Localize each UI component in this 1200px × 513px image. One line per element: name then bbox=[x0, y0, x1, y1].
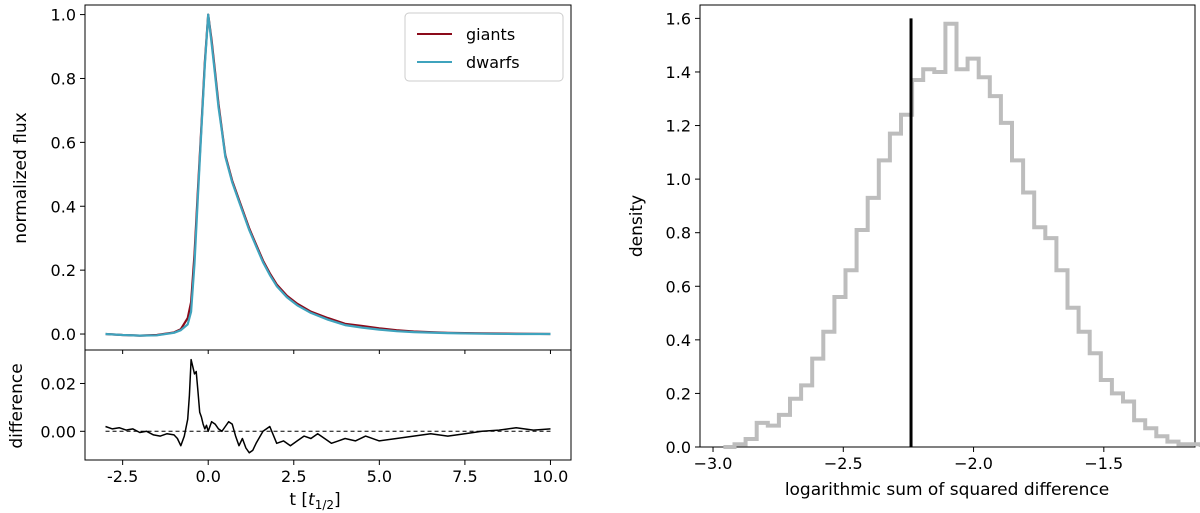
histogram-bin bbox=[957, 69, 968, 447]
difference-x-tick-label: 10.0 bbox=[533, 467, 569, 486]
legend-dwarfs-label: dwarfs bbox=[466, 53, 520, 72]
series-line-dwarfs bbox=[105, 13, 551, 337]
difference-y-tick-label: 0.02 bbox=[40, 374, 76, 393]
histogram-y-tick-label: 0.0 bbox=[666, 438, 691, 457]
x-axis-label-close: ] bbox=[334, 490, 341, 510]
histogram-bin bbox=[923, 69, 934, 447]
histogram-bin bbox=[768, 426, 779, 447]
histogram-bin bbox=[1012, 160, 1023, 447]
x-axis-label-unit: t bbox=[308, 490, 316, 510]
histogram-y-tick-label: 1.2 bbox=[666, 117, 691, 136]
histogram-bin bbox=[934, 72, 945, 447]
histogram-x-ticks: −3.0 −2.5 −2.0 −1.5 bbox=[694, 447, 1123, 473]
difference-y-ticks: 0.00 0.02 bbox=[40, 374, 85, 441]
flux-y-tick-label: 0.2 bbox=[51, 261, 76, 280]
histogram-y-tick-label: 1.6 bbox=[666, 9, 691, 28]
flux-y-tick-label: 0.0 bbox=[51, 325, 76, 344]
histogram-bin bbox=[1001, 123, 1012, 447]
difference-plot-frame bbox=[84, 349, 572, 461]
difference-panel: 0.00 0.02 -2.5 0.0 2.5 5.0 7.5 10.0 difference… bbox=[7, 349, 572, 512]
histogram-bin bbox=[968, 59, 979, 447]
difference-x-tick-label: 0.0 bbox=[195, 467, 220, 486]
x-axis-label-sub: 1/2 bbox=[315, 498, 334, 512]
flux-y-tick-label: 0.8 bbox=[51, 69, 76, 88]
histogram-x-tick-label: −2.5 bbox=[824, 454, 863, 473]
difference-x-ticks: -2.5 0.0 2.5 5.0 7.5 10.0 bbox=[107, 460, 568, 486]
series-line-difference bbox=[105, 358, 551, 454]
histogram-x-tick-label: −3.0 bbox=[694, 454, 733, 473]
histogram-x-axis-label: logarithmic sum of squared difference bbox=[785, 480, 1109, 500]
histogram-bin bbox=[990, 96, 1001, 447]
flux-panel: 0.0 0.2 0.4 0.6 0.8 1.0 normalized flux giant… bbox=[11, 4, 572, 354]
legend-giants-label: giants bbox=[466, 25, 515, 44]
histogram-bin bbox=[912, 80, 923, 447]
histogram-series bbox=[723, 18, 1200, 449]
difference-y-tick-label: 0.00 bbox=[40, 422, 76, 441]
histogram-bin bbox=[890, 134, 901, 447]
x-axis-label-open: [ bbox=[296, 490, 308, 510]
histogram-bin bbox=[879, 160, 890, 447]
difference-x-tick-label: 2.5 bbox=[281, 467, 306, 486]
difference-x-tick-label: 7.5 bbox=[452, 467, 477, 486]
difference-x-tick-label: 5.0 bbox=[367, 467, 392, 486]
histogram-x-tick-label: −1.5 bbox=[1084, 454, 1123, 473]
histogram-y-tick-label: 0.8 bbox=[666, 224, 691, 243]
difference-series bbox=[105, 358, 551, 454]
flux-y-ticks: 0.0 0.2 0.4 0.6 0.8 1.0 bbox=[51, 6, 551, 354]
histogram-y-tick-label: 1.0 bbox=[666, 170, 691, 189]
histogram-plot-frame bbox=[699, 4, 1196, 448]
flux-y-axis-label: normalized flux bbox=[11, 112, 31, 243]
histogram-y-tick-label: 0.4 bbox=[666, 331, 691, 350]
flux-y-tick-label: 1.0 bbox=[51, 6, 76, 25]
difference-x-tick-label: -2.5 bbox=[107, 467, 138, 486]
histogram-y-axis-label: density bbox=[627, 195, 647, 257]
histogram-y-tick-label: 0.6 bbox=[666, 277, 691, 296]
histogram-y-tick-label: 0.2 bbox=[666, 384, 691, 403]
histogram-bin bbox=[868, 198, 879, 447]
histogram-bin bbox=[979, 77, 990, 447]
histogram-panel: 0.0 0.2 0.4 0.6 0.8 1.0 1.2 1.4 1.6 −3.0 −2.5 −2.0… bbox=[627, 4, 1200, 500]
histogram-y-ticks: 0.0 0.2 0.4 0.6 0.8 1.0 1.2 1.4 1.6 bbox=[666, 9, 700, 457]
histogram-bin bbox=[945, 24, 956, 447]
histogram-y-tick-label: 1.4 bbox=[666, 63, 691, 82]
histogram-step-outline bbox=[723, 21, 1200, 449]
legend-box bbox=[404, 12, 564, 82]
legend: giants dwarfs bbox=[404, 12, 564, 82]
flux-y-tick-label: 0.4 bbox=[51, 197, 76, 216]
flux-y-tick-label: 0.6 bbox=[51, 133, 76, 152]
flux-series bbox=[105, 13, 551, 337]
histogram-bin bbox=[1034, 227, 1045, 447]
histogram-bin bbox=[1023, 193, 1034, 448]
difference-y-axis-label: difference bbox=[7, 363, 27, 448]
x-axis-label-var: t bbox=[289, 490, 296, 510]
histogram-x-tick-label: −2.0 bbox=[954, 454, 993, 473]
difference-x-axis-label: t [t1/2] bbox=[289, 490, 340, 512]
